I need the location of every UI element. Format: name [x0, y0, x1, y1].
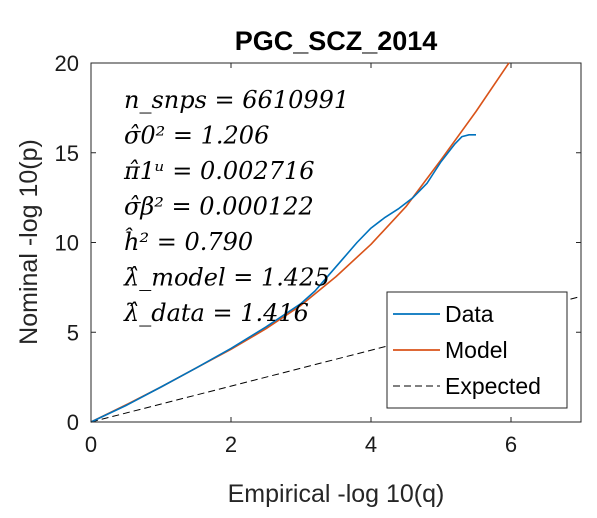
x-tick-label: 0 [85, 432, 97, 457]
y-ticks: 0 5 10 15 20 [55, 51, 581, 435]
x-tick-label: 4 [365, 432, 377, 457]
legend: Data Model Expected [386, 291, 568, 409]
y-tick-label: 10 [55, 231, 79, 256]
legend-label-model: Model [445, 337, 508, 363]
series-line-data [90, 134, 476, 423]
legend-label-data: Data [445, 301, 494, 327]
annotation-line: π̂1ᵘ = 0.002716 [123, 157, 315, 185]
annotation-line: σ̂β² = 0.000122 [124, 193, 314, 221]
y-tick-label: 20 [55, 51, 79, 76]
y-tick-label: 0 [67, 410, 79, 435]
y-tick-label: 15 [55, 141, 79, 166]
chart-title: PGC_SCZ_2014 [235, 26, 438, 56]
plot-area: 0 2 4 6 0 5 10 15 20 [55, 51, 582, 457]
y-axis-label: Nominal -log 10(p) [15, 139, 43, 345]
y-tick-label: 5 [67, 320, 79, 345]
x-ticks: 0 2 4 6 [85, 63, 517, 457]
annotation-line: λ̂_data = 1.416 [123, 299, 309, 327]
annotation-line: ĥ² = 0.790 [124, 227, 253, 256]
x-tick-label: 2 [225, 432, 237, 457]
annotation-line: λ̂_model = 1.425 [123, 264, 330, 292]
legend-label-expected: Expected [445, 373, 541, 399]
stats-annotation: n_snps = 6610991 σ̂0² = 1.206 π̂1ᵘ = 0.002… [123, 86, 349, 327]
annotation-line: σ̂0² = 1.206 [124, 122, 269, 150]
annotation-line: n_snps = 6610991 [124, 86, 349, 114]
x-tick-label: 6 [505, 432, 517, 457]
x-axis-label: Empirical -log 10(q) [228, 480, 445, 508]
